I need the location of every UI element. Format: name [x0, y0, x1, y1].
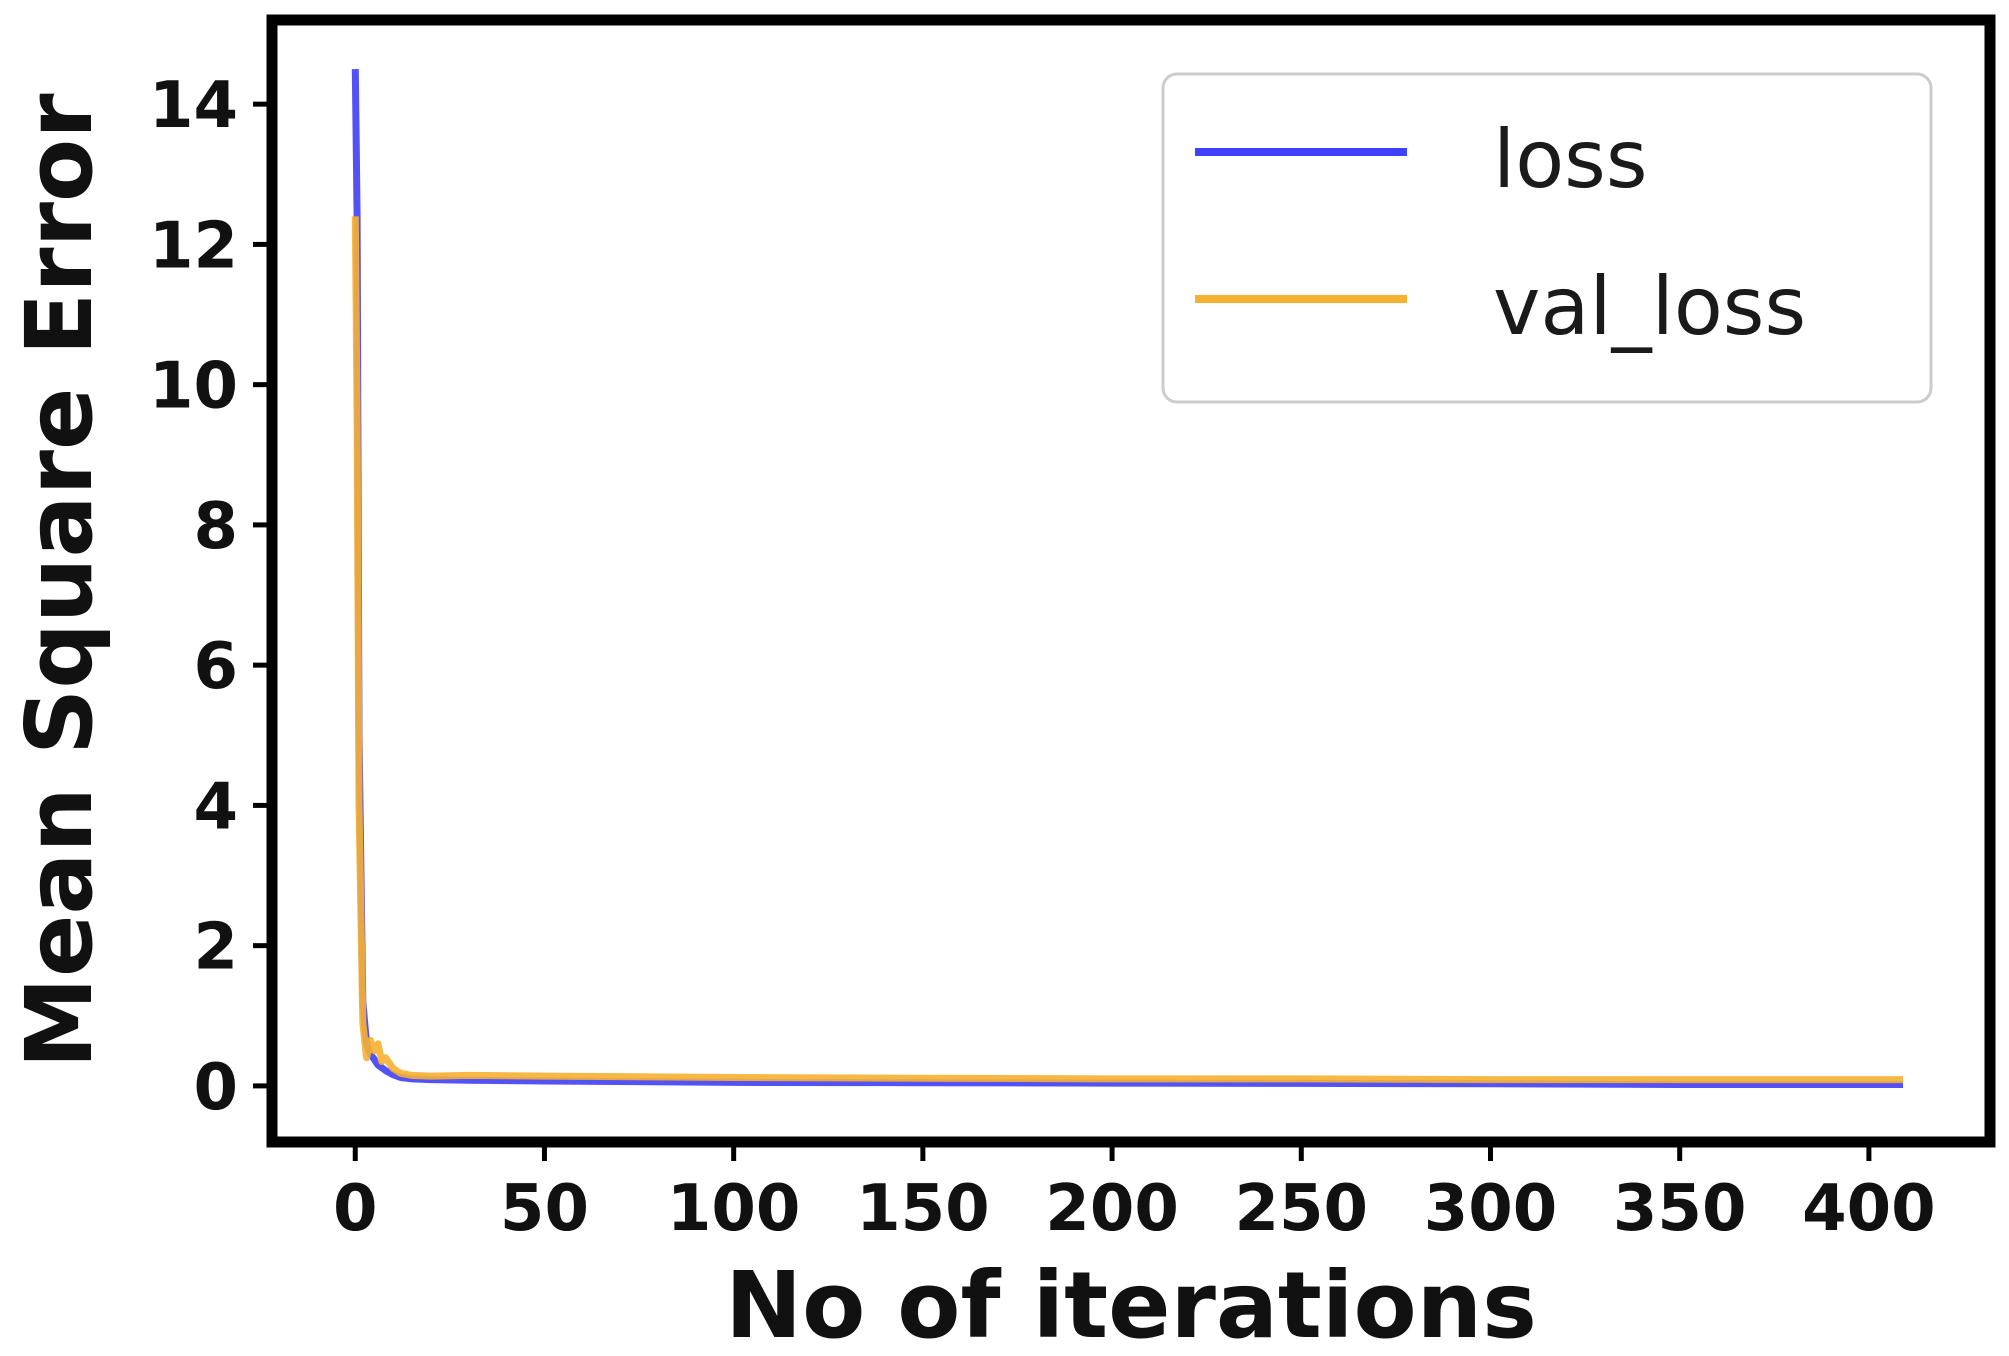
y-tick-label: 4 [193, 770, 238, 844]
x-tick-label: 350 [1613, 1172, 1747, 1246]
y-tick-label: 12 [149, 209, 238, 283]
legend: loss val_loss [1161, 72, 1933, 404]
legend-label-val-loss: val_loss [1493, 260, 1806, 353]
x-tick-label: 150 [856, 1172, 990, 1246]
x-tick-label: 250 [1234, 1172, 1368, 1246]
x-axis-title: No of iterations [725, 1252, 1537, 1356]
y-tick-label: 8 [193, 490, 238, 564]
y-tick-label: 10 [149, 350, 238, 424]
x-tick-label: 50 [500, 1172, 589, 1246]
legend-label-loss: loss [1493, 113, 1648, 206]
x-ticks: 0 50 100 150 200 250 300 350 400 [333, 1147, 1936, 1246]
y-tick-label: 0 [193, 1051, 238, 1125]
y-tick-label: 2 [193, 911, 238, 985]
x-tick-label: 400 [1802, 1172, 1936, 1246]
y-ticks: 0 2 4 6 8 10 12 14 [149, 69, 267, 1125]
x-tick-label: 0 [333, 1172, 378, 1246]
series-line-val-loss [351, 216, 1903, 1084]
series-layer [351, 69, 1903, 1088]
y-tick-label: 6 [193, 630, 238, 704]
x-tick-label: 300 [1424, 1172, 1558, 1246]
y-tick-label: 14 [149, 69, 238, 143]
y-axis-title: Mean Square Error [6, 93, 113, 1069]
plot-frame [266, 14, 1996, 1148]
x-tick-label: 200 [1045, 1172, 1179, 1246]
x-tick-label: 100 [667, 1172, 801, 1246]
